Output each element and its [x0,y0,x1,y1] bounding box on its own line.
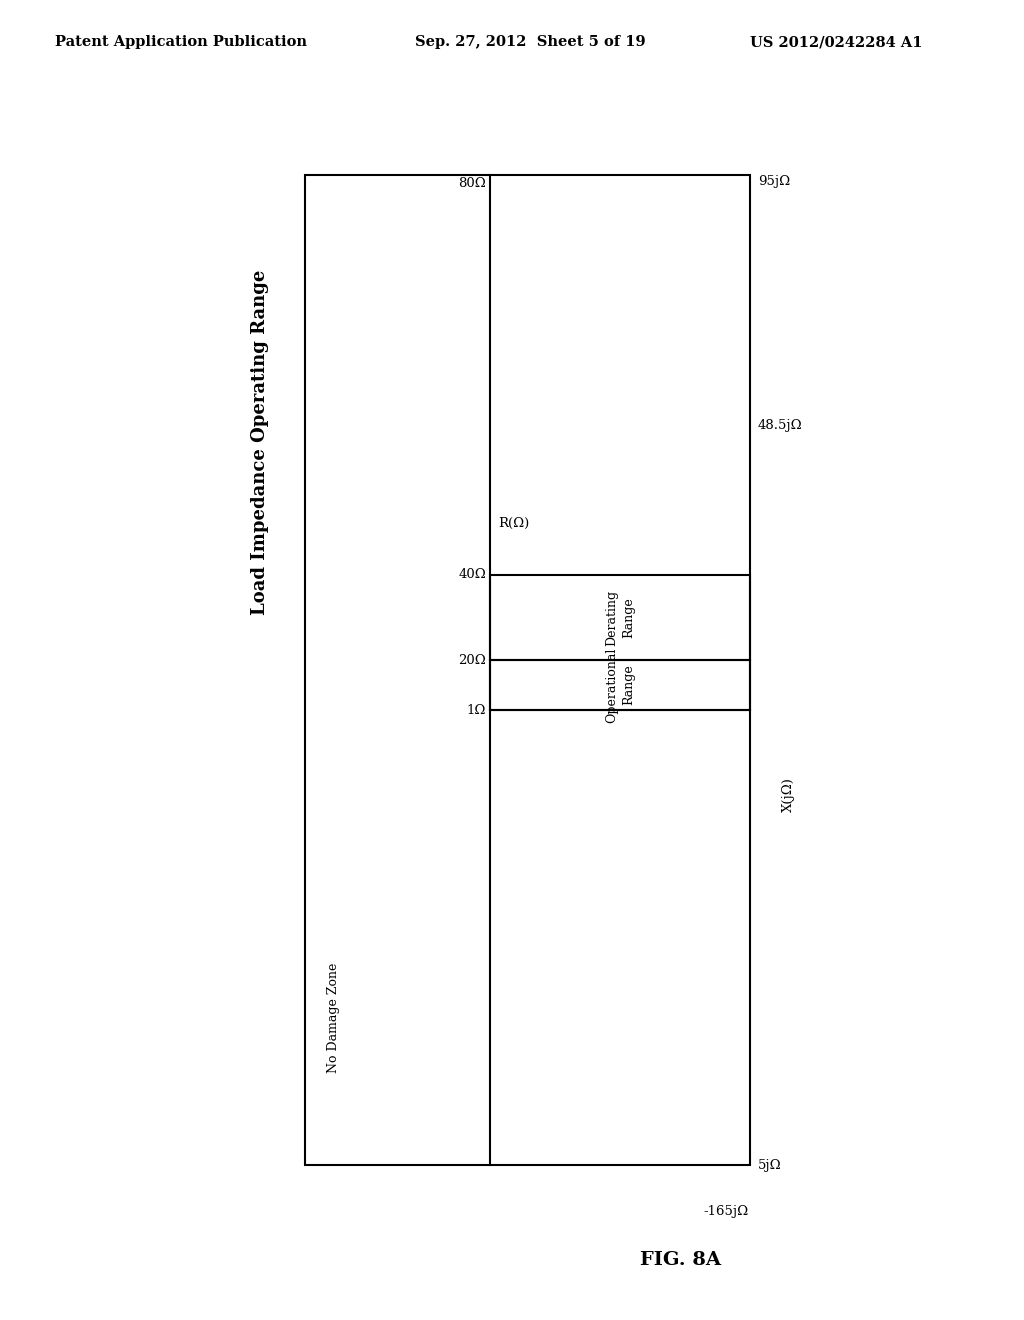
Text: 48.5jΩ: 48.5jΩ [758,418,803,432]
Text: -165jΩ: -165jΩ [702,1205,748,1218]
Text: X(jΩ): X(jΩ) [781,777,795,812]
Text: Operational
Range: Operational Range [605,647,635,722]
Text: 40Ω: 40Ω [459,569,486,582]
Text: 80Ω: 80Ω [459,177,486,190]
Text: Derating
Range: Derating Range [605,590,635,645]
Text: US 2012/0242284 A1: US 2012/0242284 A1 [750,36,923,49]
Text: 5jΩ: 5jΩ [758,1159,781,1172]
Bar [490,660,750,710]
Text: 1Ω: 1Ω [467,704,486,717]
Bar [490,576,750,660]
Text: 95jΩ: 95jΩ [758,176,791,187]
Bar [305,176,750,1166]
Text: Patent Application Publication: Patent Application Publication [55,36,307,49]
Text: Load Impedance Operating Range: Load Impedance Operating Range [251,269,269,615]
Text: Sep. 27, 2012  Sheet 5 of 19: Sep. 27, 2012 Sheet 5 of 19 [415,36,645,49]
Text: R(Ω): R(Ω) [498,517,529,531]
Text: 20Ω: 20Ω [459,653,486,667]
Text: No Damage Zone: No Damage Zone [327,962,340,1073]
Text: FIG. 8A: FIG. 8A [640,1251,721,1269]
